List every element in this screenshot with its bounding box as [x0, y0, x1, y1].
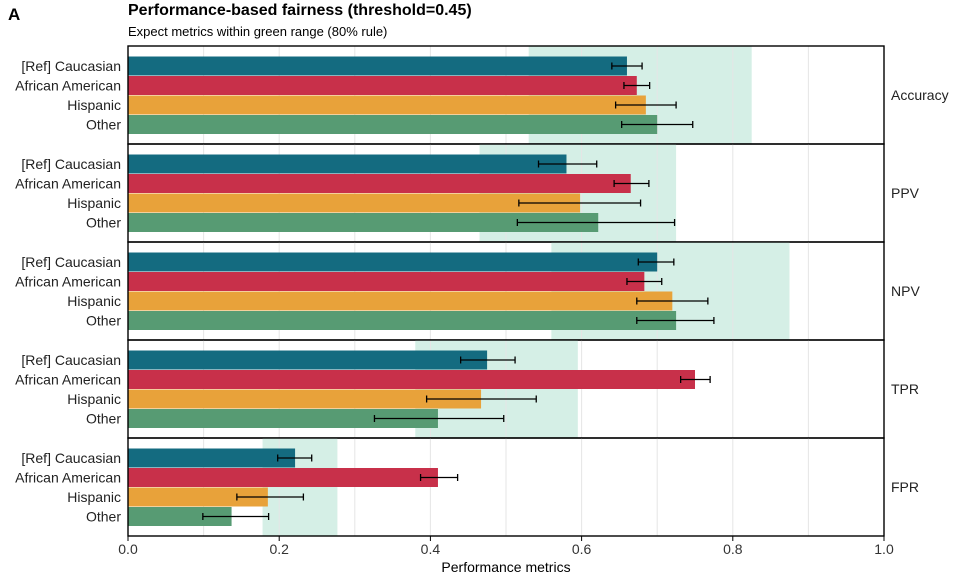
bar-tpr-1	[128, 370, 695, 389]
chart-subtitle: Expect metrics within green range (80% r…	[128, 24, 387, 39]
facet-label-ppv: PPV	[891, 185, 920, 201]
bar-accuracy-1	[128, 76, 637, 95]
bar-tpr-2	[128, 389, 482, 409]
group-label: Hispanic	[67, 489, 121, 505]
facet-label-tpr: TPR	[891, 381, 919, 397]
bar-fpr-1	[128, 468, 438, 487]
group-label: [Ref] Caucasian	[21, 352, 121, 368]
bar-ppv-2	[128, 193, 581, 213]
bar-npv-3	[128, 311, 677, 330]
x-tick-label: 0.0	[118, 541, 138, 557]
facet-label-fpr: FPR	[891, 479, 919, 495]
group-label: [Ref] Caucasian	[21, 58, 121, 74]
bar-accuracy-2	[128, 95, 646, 115]
bar-npv-2	[128, 291, 673, 311]
group-label: African American	[15, 78, 121, 94]
group-label: Hispanic	[67, 97, 121, 113]
group-label: Other	[86, 117, 121, 133]
group-label: [Ref] Caucasian	[21, 156, 121, 172]
group-label: African American	[15, 372, 121, 388]
bar-ppv-3	[128, 213, 599, 232]
bar-tpr-0	[128, 350, 488, 370]
bar-fpr-0	[128, 448, 296, 468]
x-axis-label: Performance metrics	[441, 559, 570, 575]
facet-label-npv: NPV	[891, 283, 920, 299]
panel-label: A	[8, 5, 20, 24]
bar-tpr-3	[128, 409, 438, 428]
bar-ppv-0	[128, 154, 567, 174]
group-label: Hispanic	[67, 391, 121, 407]
group-label: [Ref] Caucasian	[21, 254, 121, 270]
group-label: Other	[86, 313, 121, 329]
plot-area: [Ref] Caucasian African American Hispanic O…	[15, 45, 949, 557]
x-tick-label: 0.4	[421, 541, 441, 557]
chart-title: Performance-based fairness (threshold=0.…	[128, 2, 472, 19]
bar-accuracy-3	[128, 115, 658, 134]
group-label: African American	[15, 470, 121, 486]
bar-fpr-2	[128, 487, 268, 507]
facet-label-accuracy: Accuracy	[891, 87, 949, 103]
group-label: African American	[15, 176, 121, 192]
x-tick-label: 0.2	[269, 541, 289, 557]
bar-npv-0	[128, 252, 658, 272]
x-tick-label: 0.8	[723, 541, 743, 557]
bar-ppv-1	[128, 174, 631, 193]
x-tick-label: 0.6	[572, 541, 592, 557]
group-label: Hispanic	[67, 195, 121, 211]
group-label: Other	[86, 411, 121, 427]
facet-frame	[127, 437, 885, 537]
bar-npv-1	[128, 272, 645, 291]
group-label: Other	[86, 509, 121, 525]
bar-accuracy-0	[128, 56, 627, 76]
group-label: Other	[86, 215, 121, 231]
bar-fpr-3	[128, 507, 232, 526]
group-label: Hispanic	[67, 293, 121, 309]
group-label: [Ref] Caucasian	[21, 450, 121, 466]
x-tick-label: 1.0	[874, 541, 894, 557]
group-label: African American	[15, 274, 121, 290]
